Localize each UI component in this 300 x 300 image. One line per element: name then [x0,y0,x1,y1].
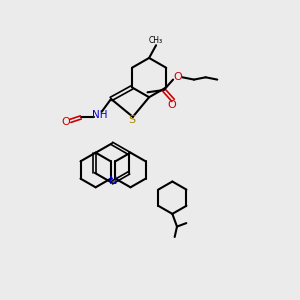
Text: N: N [109,176,117,186]
Text: CH₃: CH₃ [149,36,163,45]
Text: O: O [61,117,70,127]
Text: S: S [128,115,135,124]
Text: O: O [173,72,182,82]
Text: O: O [168,100,176,110]
Text: NH: NH [92,110,107,120]
